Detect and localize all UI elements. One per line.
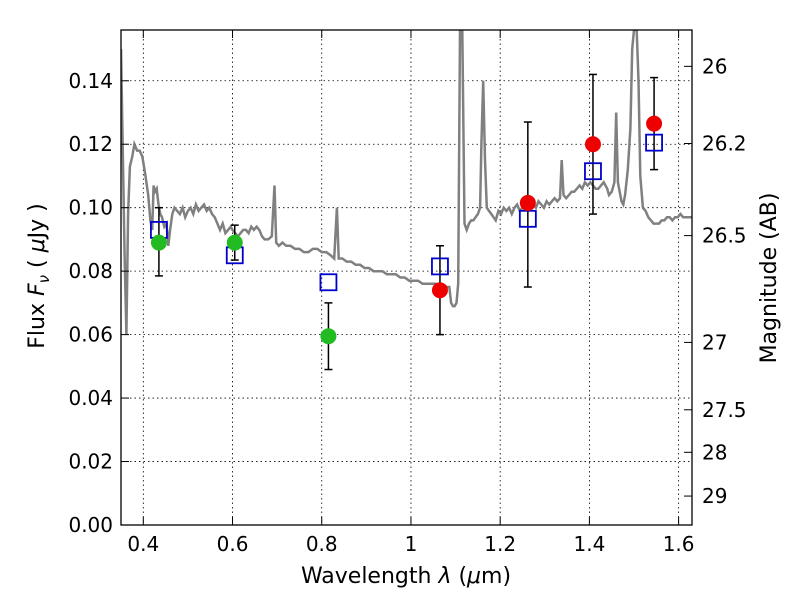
x-tick-label: 1.4 (573, 532, 605, 556)
y-axis-title-mu: μ (25, 238, 50, 253)
x-tick-label: 0.6 (217, 532, 249, 556)
y-axis-title-f: F (25, 283, 50, 296)
nir-point-marker (519, 194, 536, 211)
y-tick-label: 0.14 (68, 69, 113, 93)
right-tick-label: 26.2 (702, 132, 747, 156)
optical-point-marker (226, 234, 243, 251)
x-axis-title-text: Wavelength (301, 564, 439, 589)
y-tick-label: 0.06 (68, 323, 113, 347)
right-tick-label: 29 (702, 484, 727, 508)
y-tick-label: 0.02 (68, 450, 113, 474)
x-axis-title: Wavelength λ (μm) (301, 564, 511, 589)
y-axis-title-unit: Jy ) (25, 203, 50, 240)
plot-frame (120, 29, 693, 526)
x-tick-label: 1 (405, 532, 418, 556)
y-tick-label: 0.08 (68, 259, 113, 283)
right-tick-label: 28 (702, 440, 727, 464)
optical-point-marker (320, 328, 337, 345)
right-axis-title: Magnitude (AB) (757, 193, 782, 364)
nir-point-marker (431, 282, 448, 299)
data-markers (150, 73, 663, 371)
x-axis-title-lambda: λ (437, 564, 451, 589)
right-tick-label: 27.5 (702, 398, 747, 422)
y-tick-label: 0.12 (68, 132, 113, 156)
nir-point-marker (584, 136, 601, 153)
x-axis-title-open: ( (451, 564, 467, 589)
x-tick-label: 1.6 (663, 532, 695, 556)
y-axis-title-text: Flux (25, 296, 50, 349)
x-tick-label: 0.8 (306, 532, 338, 556)
nir-point-marker (646, 115, 663, 132)
right-tick-label: 26 (702, 54, 727, 78)
x-axis-title-mu: μ (466, 564, 481, 589)
x-axis-title-unit: m) (481, 564, 511, 589)
y-tick-label: 0.04 (68, 386, 113, 410)
y-tick-label: 0.10 (68, 196, 113, 220)
model-square-marker (431, 257, 449, 276)
right-tick-label: 26.5 (702, 224, 747, 248)
y-axis-title: Flux Fν ( μJy ) (25, 203, 53, 348)
right-tick-label: 27 (702, 330, 727, 354)
spectrum-line (121, 30, 692, 335)
model-square-marker (645, 133, 663, 152)
x-tick-label: 1.2 (484, 532, 516, 556)
optical-point-marker (150, 234, 167, 251)
axis-ticks: 0.4 0.6 0.8 1 1.2 1.4 1.6 0.00 0.02 0.04 0.06 0.08 0… (68, 30, 747, 556)
y-axis-title-nu: ν (35, 275, 53, 283)
y-tick-label: 0.00 (68, 513, 113, 537)
model-square-marker (584, 162, 602, 181)
y-axis-title-open: ( (25, 252, 50, 275)
grid-lines (121, 30, 692, 526)
model-square-marker (319, 273, 338, 292)
x-tick-label: 0.4 (127, 532, 159, 556)
